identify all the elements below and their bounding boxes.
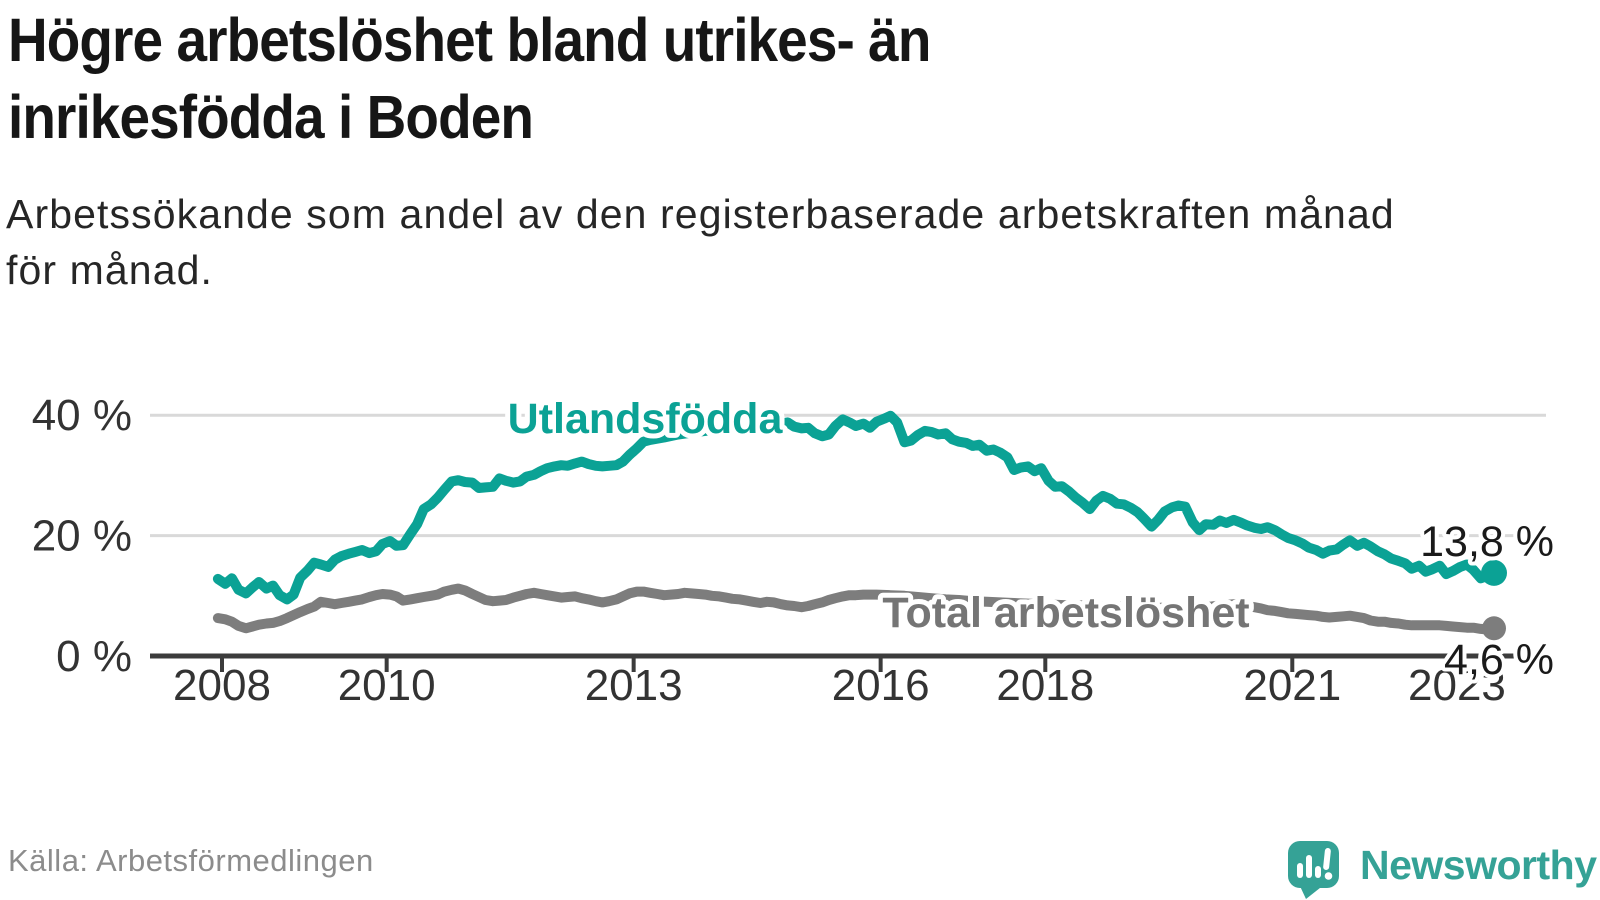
x-tick-label: 2018 (996, 661, 1094, 710)
end-value-label-total: 4,6 % (1444, 636, 1554, 684)
series-end-dot-utlandsfodda (1480, 559, 1507, 586)
title-line-2: inrikesfödda i Boden (8, 83, 534, 151)
x-tick-label: 2023 (1408, 661, 1506, 710)
bar-small-icon (1297, 863, 1303, 878)
gridlines (150, 413, 1546, 538)
page-title: Högre arbetslöshet bland utrikes- än inr… (8, 2, 1600, 156)
newsworthy-logo: Newsworthy (1282, 830, 1600, 900)
y-tick-label: 40 % (32, 391, 132, 440)
bar-medium-icon (1315, 866, 1321, 878)
axis-ticks (220, 656, 1459, 672)
data-series (212, 410, 1507, 641)
subtitle-line-2: för månad. (6, 247, 213, 293)
newsworthy-logo-icon (1288, 841, 1339, 899)
series-label-utlandsfodda: Utlandsfödda (508, 395, 784, 443)
axis-tick-labels: 0 % 20 % 40 % 2008 2010 2013 2016 2018 2021 2023 (32, 391, 1506, 710)
bar-tall-icon (1306, 855, 1312, 878)
series-end-dot-total (1481, 616, 1506, 641)
exclamation-dot-icon (1324, 872, 1333, 880)
x-tick-label: 2008 (173, 661, 271, 710)
series-label-total: Total arbetslöshet (882, 589, 1249, 637)
x-tick-label: 2016 (832, 661, 930, 710)
y-tick-label: 20 % (32, 512, 132, 561)
end-value-label-utlandsfodda: 13,8 % (1420, 518, 1554, 566)
x-tick-label: 2021 (1243, 661, 1341, 710)
x-tick-label: 2010 (338, 661, 436, 710)
subtitle-line-1: Arbetssökande som andel av den registerb… (6, 191, 1395, 237)
brand-name: Newsworthy (1360, 842, 1597, 888)
source-note: Källa: Arbetsförmedlingen (8, 843, 374, 878)
title-line-1: Högre arbetslöshet bland utrikes- än (8, 6, 931, 74)
y-tick-label: 0 % (56, 632, 132, 681)
series-line-utlandsfodda (212, 410, 1499, 605)
chart-subtitle: Arbetssökande som andel av den registerb… (6, 186, 1596, 298)
x-tick-label: 2013 (585, 661, 683, 710)
series-line-total (212, 583, 1499, 635)
exclamation-bar-icon (1323, 848, 1331, 870)
speech-bubble-tail (1299, 884, 1325, 899)
